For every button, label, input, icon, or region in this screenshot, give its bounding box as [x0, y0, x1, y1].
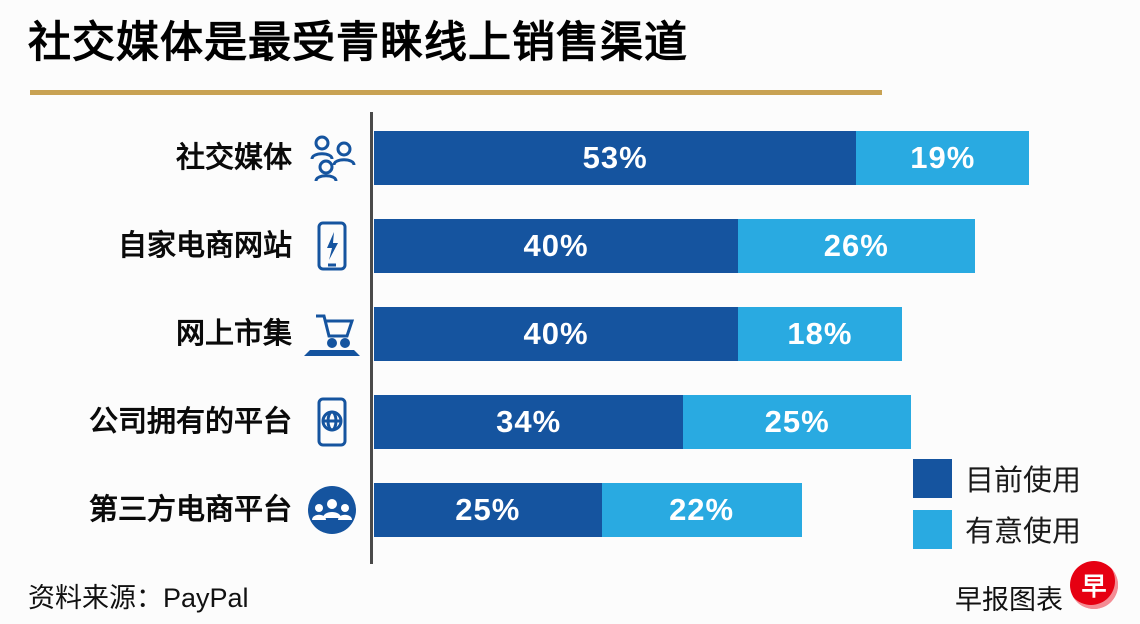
bar-group: 53% 19%: [374, 131, 1030, 185]
legend-swatch-intend: [913, 509, 952, 549]
bar-intend-segment: 25%: [683, 395, 911, 449]
legend: 目前使用 有意使用: [913, 458, 1081, 560]
chart-axis: [370, 112, 373, 564]
bar-group: 40% 26%: [374, 219, 975, 273]
bar-group: 34% 25%: [374, 395, 911, 449]
chart-row: 公司拥有的平台 34% 25%: [0, 395, 1140, 449]
bar-value-label: 22%: [669, 492, 735, 527]
phone-globe-icon: [298, 395, 366, 449]
phone-lightning-icon: [298, 219, 366, 273]
bar-current-segment: 53%: [374, 131, 857, 185]
bar-value-label: 18%: [787, 316, 853, 351]
bar-group: 40% 18%: [374, 307, 902, 361]
bar-group: 25% 22%: [374, 483, 802, 537]
credit-text: 早报图表: [955, 585, 1063, 615]
shopping-cart-laptop-icon: [298, 307, 366, 361]
category-label: 第三方电商平台: [88, 494, 292, 526]
social-media-group-icon: [298, 131, 366, 185]
people-circle-icon: [298, 483, 366, 537]
bar-value-label: 25%: [764, 404, 830, 439]
chart-row: 网上市集 40% 18%: [0, 307, 1140, 361]
title-underline: [30, 90, 882, 95]
category-label: 公司拥有的平台: [88, 406, 292, 438]
zaobao-logo-char: 早: [1081, 573, 1107, 601]
bar-intend-segment: 19%: [856, 131, 1030, 185]
bar-value-label: 19%: [910, 140, 976, 175]
bar-current-segment: 40%: [374, 307, 738, 361]
category-label: 社交媒体: [175, 142, 292, 174]
source-text: 资料来源：PayPal: [28, 583, 249, 613]
page-title: 社交媒体是最受青睐线上销售渠道: [28, 19, 688, 67]
legend-item-intend: 有意使用: [913, 509, 1081, 549]
chart-row: 第三方电商平台 25% 22%: [0, 483, 1140, 537]
category-label: 自家电商网站: [117, 230, 292, 262]
legend-item-current: 目前使用: [913, 458, 1081, 498]
legend-label-current: 目前使用: [965, 465, 1082, 497]
bar-value-label: 40%: [523, 228, 589, 263]
legend-label-intend: 有意使用: [965, 516, 1082, 548]
bar-current-segment: 25%: [374, 483, 602, 537]
bar-intend-segment: 18%: [738, 307, 902, 361]
bar-intend-segment: 26%: [738, 219, 975, 273]
bar-current-segment: 40%: [374, 219, 738, 273]
legend-swatch-current: [913, 458, 952, 498]
chart-row: 社交媒体 53% 19%: [0, 131, 1140, 185]
bar-value-label: 53%: [582, 140, 648, 175]
bar-intend-segment: 22%: [601, 483, 802, 537]
chart-row: 自家电商网站 40% 26%: [0, 219, 1140, 273]
bar-value-label: 25%: [455, 492, 521, 527]
zaobao-logo: 早: [1070, 561, 1118, 609]
category-label: 网上市集: [175, 318, 292, 350]
bar-value-label: 26%: [823, 228, 889, 263]
bar-current-segment: 34%: [374, 395, 684, 449]
bar-value-label: 40%: [523, 316, 589, 351]
bar-value-label: 34%: [496, 404, 562, 439]
